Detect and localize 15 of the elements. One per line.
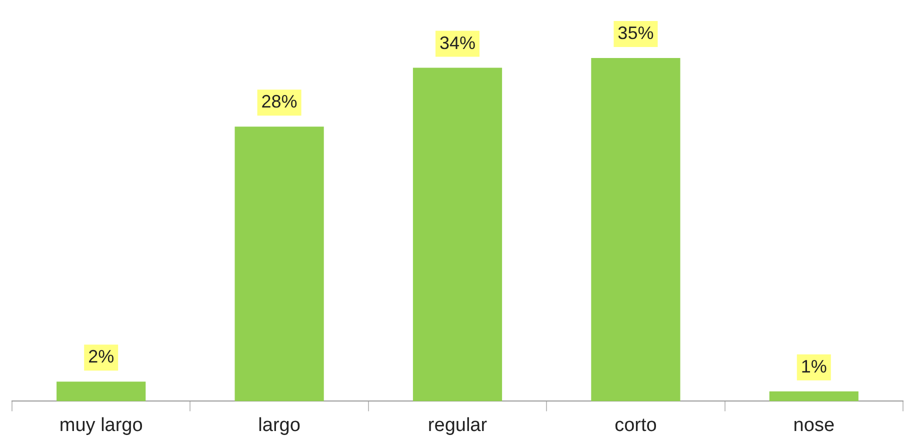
x-tick-label: corto: [614, 414, 657, 436]
data-label: 28%: [261, 92, 298, 112]
data-label: 1%: [800, 356, 827, 376]
data-label: 35%: [618, 22, 654, 43]
data-label: 34%: [439, 32, 476, 53]
bar: [412, 68, 502, 402]
x-tick-label: regular: [428, 414, 488, 436]
x-tick-label: nose: [793, 414, 834, 436]
bar: [769, 391, 858, 402]
bar: [591, 58, 680, 402]
data-label: 2%: [88, 346, 114, 367]
x-tick-label: largo: [258, 414, 300, 436]
x-tick-label: muy largo: [59, 414, 143, 436]
bar: [234, 126, 324, 402]
bar: [56, 382, 146, 402]
